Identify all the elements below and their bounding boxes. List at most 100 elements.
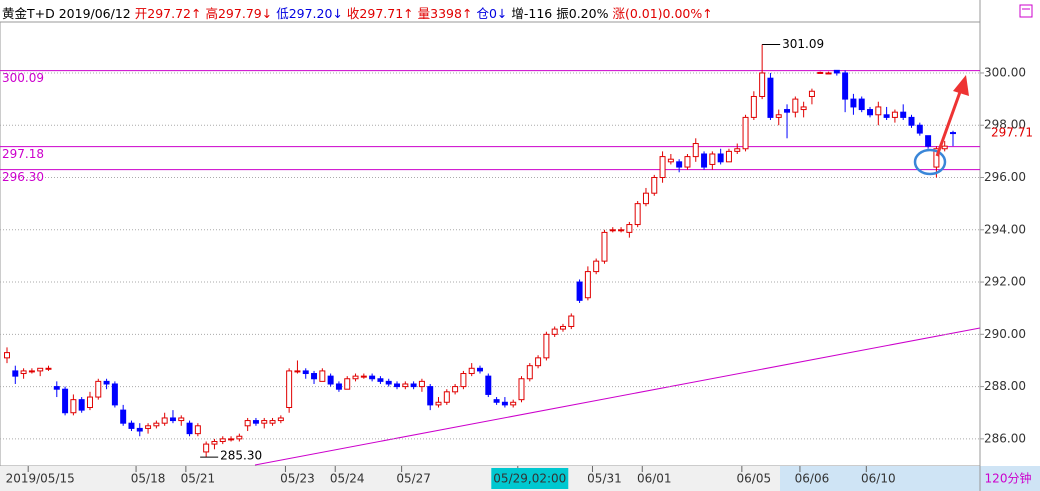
- candle-body: [244, 420, 251, 427]
- y-tick-label: 294.00: [984, 222, 1026, 236]
- candle-body: [526, 365, 533, 380]
- candle-body: [136, 427, 143, 432]
- candle-body: [161, 417, 168, 424]
- candle-body: [667, 158, 674, 163]
- plot-frame: [0, 21, 981, 467]
- candle-body: [410, 383, 417, 388]
- x-tick-label: 05/24: [330, 472, 365, 486]
- candle-body: [286, 370, 293, 409]
- x-tick-label: 06/01: [637, 472, 672, 486]
- candle-body: [925, 135, 932, 147]
- header-item: 量3398↑: [417, 6, 473, 21]
- candle-body: [684, 156, 691, 168]
- candle-body: [891, 111, 898, 118]
- candle-body: [792, 98, 799, 113]
- candle-body: [186, 422, 193, 435]
- candle-body: [194, 425, 201, 435]
- candle-body: [435, 401, 442, 406]
- candle-body: [95, 380, 102, 398]
- candle-body: [28, 370, 35, 373]
- header-item: 黄金T+D 2019/06/12: [2, 6, 131, 21]
- header-item: 仓0↓: [476, 6, 508, 21]
- candle-body: [86, 396, 93, 409]
- candle-body: [510, 401, 517, 406]
- candle-body: [941, 145, 948, 150]
- candle-body: [576, 281, 583, 301]
- candle-body: [734, 148, 741, 152]
- candle-body: [335, 383, 342, 390]
- candle-body: [37, 367, 44, 372]
- candle-body: [70, 399, 77, 414]
- candle-body: [775, 114, 782, 118]
- candle-body: [277, 417, 284, 422]
- arrow-head: [953, 75, 969, 96]
- candle-body: [261, 420, 268, 424]
- corner-icon: [1019, 4, 1033, 18]
- last-price: 297.71: [991, 125, 1033, 139]
- highlight-ellipse: [913, 148, 947, 176]
- candle-body: [908, 116, 915, 126]
- candle-body: [518, 378, 525, 401]
- x-axis-highlight: [780, 466, 980, 491]
- candle-body: [559, 325, 566, 330]
- candle-body: [12, 370, 19, 377]
- y-tick-label: 286.00: [984, 431, 1026, 445]
- candle-body: [875, 106, 882, 116]
- x-tick-label: 05/31: [587, 472, 622, 486]
- candle-body: [842, 72, 849, 100]
- header-item: 涨(0.01)0.00%↑: [612, 6, 713, 21]
- candle-body: [269, 420, 276, 424]
- candle-body: [659, 156, 666, 179]
- candle-body: [634, 203, 641, 226]
- header: 黄金T+D 2019/06/12 开297.72↑ 高297.79↓ 低297.20↓…: [2, 3, 717, 22]
- candle-body: [4, 352, 10, 359]
- candle-body: [916, 124, 923, 134]
- candle-body: [501, 401, 508, 406]
- candle-body: [219, 438, 226, 442]
- candle-body: [717, 153, 724, 163]
- candle-body: [103, 380, 110, 385]
- header-item: 振0.20%: [556, 6, 609, 21]
- candle-body: [427, 386, 434, 406]
- candle-body: [601, 231, 608, 262]
- candle-body: [319, 370, 326, 382]
- candle-body: [850, 98, 857, 108]
- candle-body: [169, 417, 176, 422]
- level-label: 297.18: [2, 147, 44, 161]
- candle-body: [53, 386, 60, 390]
- candle-body: [725, 150, 732, 163]
- candle-body: [477, 367, 483, 372]
- y-tick-label: 300.00: [984, 65, 1026, 79]
- candle-body: [178, 417, 185, 422]
- candle-body: [808, 90, 815, 97]
- candle-body: [153, 422, 160, 427]
- candle-body: [344, 378, 351, 390]
- candle-body: [302, 370, 309, 375]
- candle-body: [750, 95, 757, 118]
- x-tick-label: 05/21: [181, 472, 216, 486]
- x-tick-label: 05/29,02:00: [493, 472, 566, 486]
- header-item: 低297.20↓: [276, 6, 343, 21]
- candle-body: [767, 77, 774, 118]
- candle-body: [493, 399, 500, 403]
- candle-body: [228, 438, 235, 441]
- candle-body: [900, 111, 907, 118]
- candle-body: [858, 98, 865, 111]
- x-tick-label: 06/06: [795, 472, 830, 486]
- candle-body: [45, 367, 52, 370]
- x-tick-label: 05/23: [280, 472, 315, 486]
- y-tick-label: 292.00: [984, 275, 1026, 289]
- candle-body: [443, 391, 450, 403]
- candle-body: [642, 192, 649, 205]
- candle-body: [759, 72, 766, 97]
- candle-body: [543, 333, 550, 359]
- candle-body: [468, 367, 475, 375]
- candle-body: [535, 357, 542, 367]
- candle-body: [692, 143, 699, 158]
- candle-body: [593, 260, 600, 273]
- candle-body: [676, 161, 683, 168]
- candle-body: [203, 443, 210, 453]
- candle-body: [485, 375, 492, 395]
- y-tick-label: 296.00: [984, 170, 1026, 184]
- candle-body: [418, 380, 425, 388]
